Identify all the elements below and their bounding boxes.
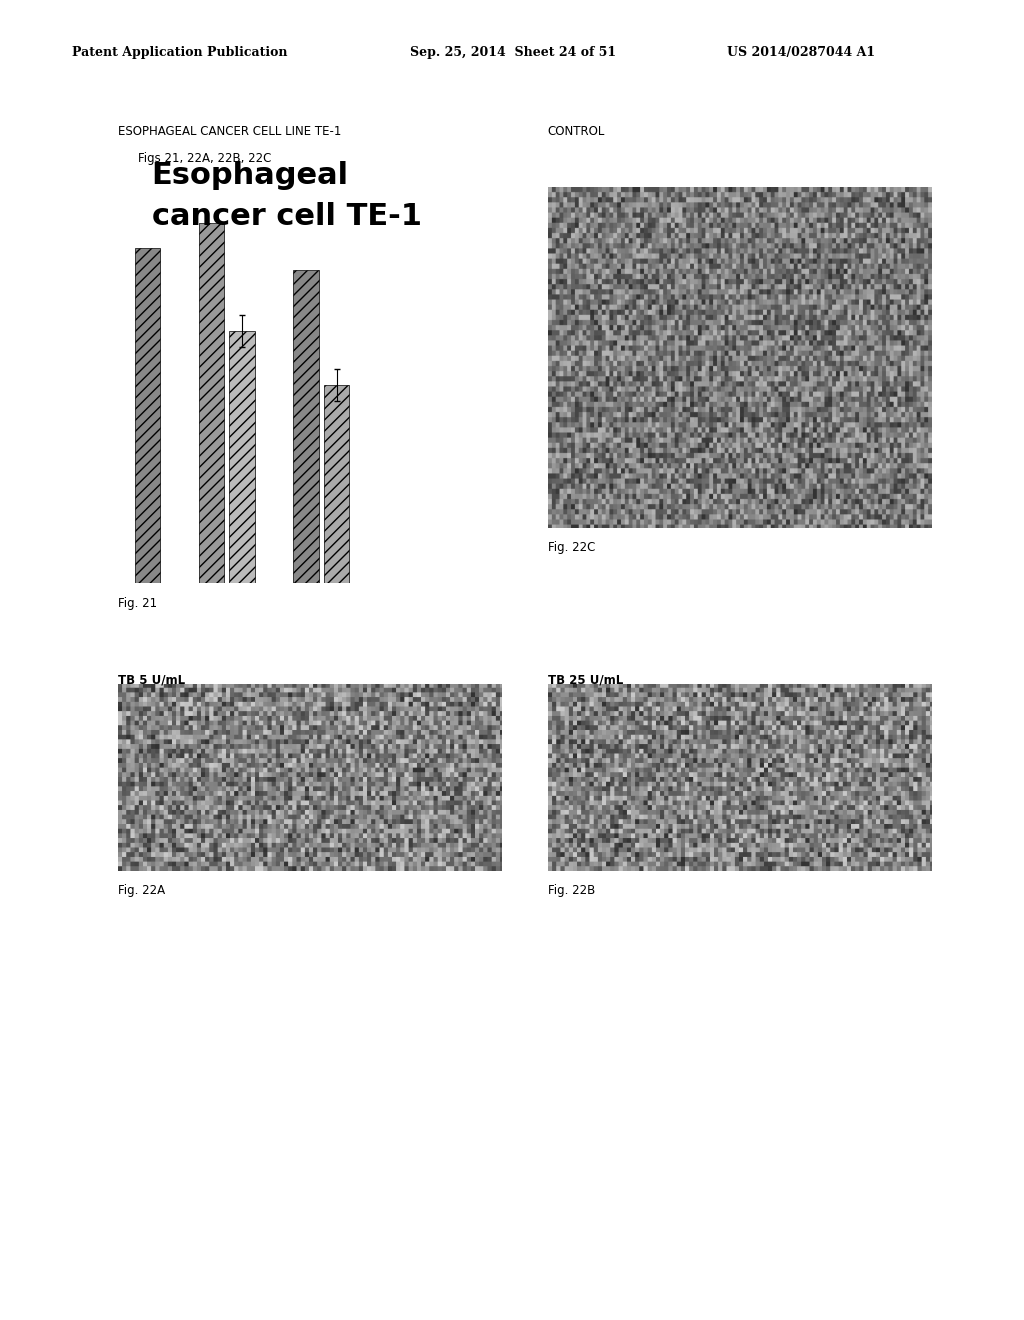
Text: CONTROL: CONTROL	[548, 125, 605, 139]
Text: Fig. 21: Fig. 21	[118, 597, 157, 610]
Bar	[229, 331, 255, 583]
Bar	[294, 269, 318, 583]
Text: Sep. 25, 2014  Sheet 24 of 51: Sep. 25, 2014 Sheet 24 of 51	[410, 46, 615, 59]
Text: Figs 21, 22A, 22B, 22C: Figs 21, 22A, 22B, 22C	[138, 152, 271, 165]
Text: Fig. 22C: Fig. 22C	[548, 541, 595, 554]
Text: Patent Application Publication: Patent Application Publication	[72, 46, 287, 59]
Text: cancer cell TE-1: cancer cell TE-1	[152, 202, 422, 231]
Text: Esophageal: Esophageal	[152, 161, 349, 190]
Text: TB 5 U/mL: TB 5 U/mL	[118, 673, 185, 686]
Text: TB 25 U/mL: TB 25 U/mL	[548, 673, 623, 686]
Text: Fig. 22A: Fig. 22A	[118, 884, 165, 898]
Bar	[324, 385, 349, 583]
Bar	[135, 248, 160, 583]
Text: US 2014/0287044 A1: US 2014/0287044 A1	[727, 46, 876, 59]
Text: Fig. 22B: Fig. 22B	[548, 884, 595, 898]
Text: ESOPHAGEAL CANCER CELL LINE TE-1: ESOPHAGEAL CANCER CELL LINE TE-1	[118, 125, 341, 139]
Bar	[199, 223, 224, 583]
